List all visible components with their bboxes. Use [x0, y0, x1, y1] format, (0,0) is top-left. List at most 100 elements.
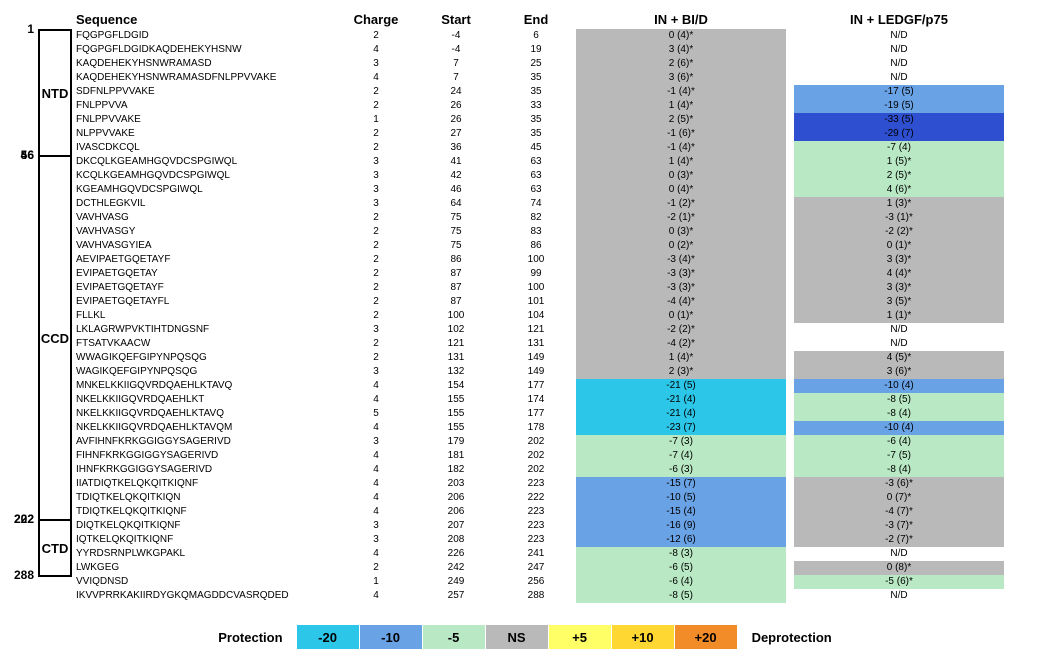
cell-start: 41: [416, 155, 496, 169]
cell-sequence: EVIPAETGQETAYFL: [72, 295, 336, 309]
cell-charge: 2: [336, 141, 416, 155]
table-row: DKCQLKGEAMHGQVDCSPGIWQL341631 (4)*1 (5)*: [12, 155, 1038, 169]
cell-charge: 4: [336, 463, 416, 477]
table-row: IIATDIQTKELQKQITKIQNF4203223-15 (7)-3 (6…: [12, 477, 1038, 491]
cell-sequence: IVASCDKCQL: [72, 141, 336, 155]
cell-start: 7: [416, 71, 496, 85]
cell-led: 1 (1)*: [794, 309, 1004, 323]
cell-start: 75: [416, 225, 496, 239]
table-row: AVFIHNFKRKGGIGGYSAGERIVD3179202-7 (3)-6 …: [12, 435, 1038, 449]
hdr-charge: Charge: [336, 12, 416, 27]
cell-sequence: IKVVPRRKAKIIRDYGKQMAGDDCVASRQDED: [72, 589, 336, 603]
table-area: NTD146CCD56202CTD222288 FQGPGFLDGID2-460…: [12, 29, 1038, 603]
cell-end: 100: [496, 253, 576, 267]
cell-end: 223: [496, 477, 576, 491]
cell-start: -4: [416, 43, 496, 57]
cell-charge: 2: [336, 281, 416, 295]
cell-led: -8 (4): [794, 463, 1004, 477]
cell-end: 35: [496, 127, 576, 141]
cell-end: 63: [496, 169, 576, 183]
cell-start: 100: [416, 309, 496, 323]
cell-led: N/D: [794, 71, 1004, 85]
cell-start: 155: [416, 407, 496, 421]
cell-sequence: KAQDEHEKYHSNWRAMASD: [72, 57, 336, 71]
cell-led: -7 (5): [794, 449, 1004, 463]
cell-sequence: VAVHVASG: [72, 211, 336, 225]
cell-end: 101: [496, 295, 576, 309]
cell-led: 4 (4)*: [794, 267, 1004, 281]
cell-led: N/D: [794, 547, 1004, 561]
cell-start: 87: [416, 281, 496, 295]
table-row: KCQLKGEAMHGQVDCSPGIWQL342630 (3)*2 (5)*: [12, 169, 1038, 183]
table-row: EVIPAETGQETAYF287100-3 (3)*3 (3)*: [12, 281, 1038, 295]
cell-led: -10 (4): [794, 421, 1004, 435]
cell-bid: 0 (3)*: [576, 169, 786, 183]
cell-charge: 3: [336, 519, 416, 533]
cell-bid: -3 (3)*: [576, 267, 786, 281]
cell-sequence: WWAGIKQEFGIPYNPQSQG: [72, 351, 336, 365]
cell-charge: 4: [336, 379, 416, 393]
cell-charge: 4: [336, 505, 416, 519]
cell-start: 206: [416, 491, 496, 505]
cell-end: 63: [496, 183, 576, 197]
cell-sequence: KGEAMHGQVDCSPGIWQL: [72, 183, 336, 197]
cell-sequence: FNLPPVVA: [72, 99, 336, 113]
table-row: FTSATVKAACW2121131-4 (2)*N/D: [12, 337, 1038, 351]
cell-sequence: FLLKL: [72, 309, 336, 323]
cell-sequence: DKCQLKGEAMHGQVDCSPGIWQL: [72, 155, 336, 169]
cell-sequence: IIATDIQTKELQKQITKIQNF: [72, 477, 336, 491]
table-row: KAQDEHEKYHSNWRAMASD37252 (6)*N/D: [12, 57, 1038, 71]
cell-start: 182: [416, 463, 496, 477]
table-row: FNLPPVVAKE126352 (5)*-33 (5): [12, 113, 1038, 127]
cell-led: 3 (3)*: [794, 281, 1004, 295]
hdr-start: Start: [416, 12, 496, 27]
cell-bid: -6 (4): [576, 575, 786, 589]
hdr-sequence: Sequence: [72, 12, 336, 27]
cell-end: 35: [496, 113, 576, 127]
cell-led: N/D: [794, 43, 1004, 57]
cell-bid: 0 (4)*: [576, 29, 786, 43]
cell-led: 4 (6)*: [794, 183, 1004, 197]
cell-bid: 1 (4)*: [576, 351, 786, 365]
cell-led: 1 (3)*: [794, 197, 1004, 211]
cell-bid: -15 (4): [576, 505, 786, 519]
cell-sequence: FQGPGFLDGID: [72, 29, 336, 43]
table-row: IQTKELQKQITKIQNF3208223-12 (6)-2 (7)*: [12, 533, 1038, 547]
cell-led: -19 (5): [794, 99, 1004, 113]
cell-charge: 2: [336, 561, 416, 575]
cell-end: 86: [496, 239, 576, 253]
cell-end: 177: [496, 407, 576, 421]
table-row: AEVIPAETGQETAYF286100-3 (4)*3 (3)*: [12, 253, 1038, 267]
cell-led: -8 (5): [794, 393, 1004, 407]
cell-start: 36: [416, 141, 496, 155]
cell-bid: 0 (3)*: [576, 225, 786, 239]
cell-charge: 3: [336, 435, 416, 449]
cell-charge: 5: [336, 407, 416, 421]
cell-sequence: VVIQDNSD: [72, 575, 336, 589]
hdr-bid: IN + BI/D: [576, 12, 786, 27]
cell-led: 3 (3)*: [794, 253, 1004, 267]
cell-bid: -15 (7): [576, 477, 786, 491]
cell-bid: -8 (5): [576, 589, 786, 603]
cell-start: 87: [416, 267, 496, 281]
cell-led: -4 (7)*: [794, 505, 1004, 519]
cell-charge: 3: [336, 155, 416, 169]
cell-end: 202: [496, 435, 576, 449]
cell-sequence: NKELKKIIGQVRDQAEHLKTAVQ: [72, 407, 336, 421]
cell-charge: 2: [336, 239, 416, 253]
cell-sequence: MNKELKKIIGQVRDQAEHLKTAVQ: [72, 379, 336, 393]
table-row: FQGPGFLDGIDKAQDEHEKYHSNW4-4193 (4)*N/D: [12, 43, 1038, 57]
cell-end: 6: [496, 29, 576, 43]
cell-led: -6 (4): [794, 435, 1004, 449]
table-row: VAVHVASGY275830 (3)*-2 (2)*: [12, 225, 1038, 239]
cell-end: 131: [496, 337, 576, 351]
cell-led: -33 (5): [794, 113, 1004, 127]
cell-start: 75: [416, 239, 496, 253]
cell-charge: 3: [336, 533, 416, 547]
cell-start: 131: [416, 351, 496, 365]
cell-led: -17 (5): [794, 85, 1004, 99]
cell-bid: -7 (4): [576, 449, 786, 463]
cell-end: 104: [496, 309, 576, 323]
cell-end: 35: [496, 85, 576, 99]
cell-charge: 3: [336, 365, 416, 379]
